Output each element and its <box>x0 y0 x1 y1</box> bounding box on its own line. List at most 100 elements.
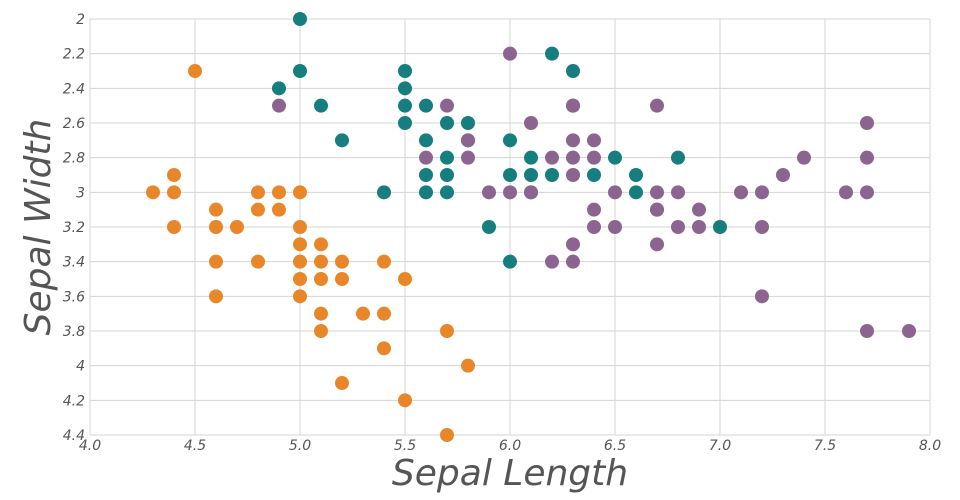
data-points <box>146 12 916 442</box>
y-tick-label: 3.4 <box>63 255 85 271</box>
data-point <box>293 64 307 78</box>
data-point <box>293 12 307 26</box>
y-axis-title: Sepal Width <box>18 119 59 336</box>
x-tick-label: 5.5 <box>394 438 416 454</box>
data-point <box>377 185 391 200</box>
data-point <box>755 220 769 234</box>
data-point <box>293 185 307 200</box>
data-point <box>461 150 475 165</box>
data-point <box>860 185 874 200</box>
data-point <box>587 202 601 217</box>
data-point <box>377 306 391 321</box>
data-point <box>272 81 286 96</box>
data-point <box>524 116 538 130</box>
y-tick-label: 4.4 <box>63 428 85 444</box>
data-point <box>188 64 202 78</box>
data-point <box>608 150 622 165</box>
data-point <box>251 185 265 200</box>
data-point <box>713 220 727 234</box>
data-point <box>272 98 286 113</box>
data-point <box>671 185 685 200</box>
data-point <box>608 185 622 200</box>
data-point <box>692 202 706 217</box>
data-point <box>650 185 664 200</box>
data-point <box>314 237 328 252</box>
data-point <box>545 254 559 269</box>
data-point <box>755 185 769 200</box>
data-point <box>209 289 223 304</box>
x-tick-label: 7.0 <box>709 438 731 454</box>
data-point <box>167 168 181 182</box>
data-point <box>335 376 349 390</box>
x-tick-label: 5.0 <box>289 438 311 454</box>
data-point <box>293 237 307 252</box>
data-point <box>209 220 223 234</box>
data-point <box>860 324 874 338</box>
data-point <box>377 254 391 269</box>
data-point <box>545 150 559 165</box>
data-point <box>440 324 454 338</box>
y-tick-label: 3 <box>76 185 85 201</box>
x-axis-ticks: 4.0 4.5 5.0 5.5 6.0 6.5 7.0 7.5 8.0 <box>79 438 941 454</box>
data-point <box>503 168 517 182</box>
y-tick-label: 2.2 <box>63 47 85 63</box>
data-point <box>335 254 349 269</box>
data-point <box>314 272 328 286</box>
data-point <box>671 220 685 234</box>
data-point <box>209 254 223 269</box>
data-point <box>398 64 412 78</box>
data-point <box>671 150 685 165</box>
data-point <box>503 46 517 61</box>
data-point <box>797 150 811 165</box>
data-point <box>650 98 664 113</box>
data-point <box>293 272 307 286</box>
x-tick-label: 6.5 <box>604 438 626 454</box>
data-point <box>461 116 475 130</box>
x-tick-label: 7.5 <box>814 438 836 454</box>
x-tick-label: 8.0 <box>919 438 941 454</box>
data-point <box>314 306 328 321</box>
data-point <box>419 133 433 148</box>
y-tick-label: 2.4 <box>63 81 85 97</box>
data-point <box>566 150 580 165</box>
data-point <box>377 341 391 356</box>
y-tick-label: 4.2 <box>63 393 85 409</box>
data-point <box>440 116 454 130</box>
data-point <box>314 324 328 338</box>
data-point <box>566 237 580 252</box>
data-point <box>314 98 328 113</box>
data-point <box>524 168 538 182</box>
data-point <box>566 98 580 113</box>
data-point <box>587 150 601 165</box>
data-point <box>293 254 307 269</box>
data-point <box>545 46 559 61</box>
data-point <box>629 185 643 200</box>
data-point <box>608 220 622 234</box>
data-point <box>566 168 580 182</box>
data-point <box>167 185 181 200</box>
data-point <box>398 116 412 130</box>
data-point <box>335 133 349 148</box>
data-point <box>230 220 244 234</box>
y-tick-label: 3.8 <box>63 324 85 340</box>
data-point <box>398 81 412 96</box>
y-tick-label: 3.2 <box>63 220 85 236</box>
data-point <box>419 185 433 200</box>
data-point <box>335 272 349 286</box>
data-point <box>566 254 580 269</box>
x-tick-label: 6.0 <box>499 438 521 454</box>
data-point <box>461 133 475 148</box>
data-point <box>524 150 538 165</box>
data-point <box>587 220 601 234</box>
data-point <box>839 185 853 200</box>
x-tick-label: 4.5 <box>184 438 206 454</box>
data-point <box>587 133 601 148</box>
data-point <box>167 220 181 234</box>
data-point <box>356 306 370 321</box>
data-point <box>314 254 328 269</box>
y-axis-ticks: 2 2.2 2.4 2.6 2.8 3 3.2 3.4 3.6 3.8 4 4.2 4.4 <box>63 12 85 444</box>
data-point <box>209 202 223 217</box>
data-point <box>440 185 454 200</box>
x-axis-title: Sepal Length <box>392 453 628 494</box>
